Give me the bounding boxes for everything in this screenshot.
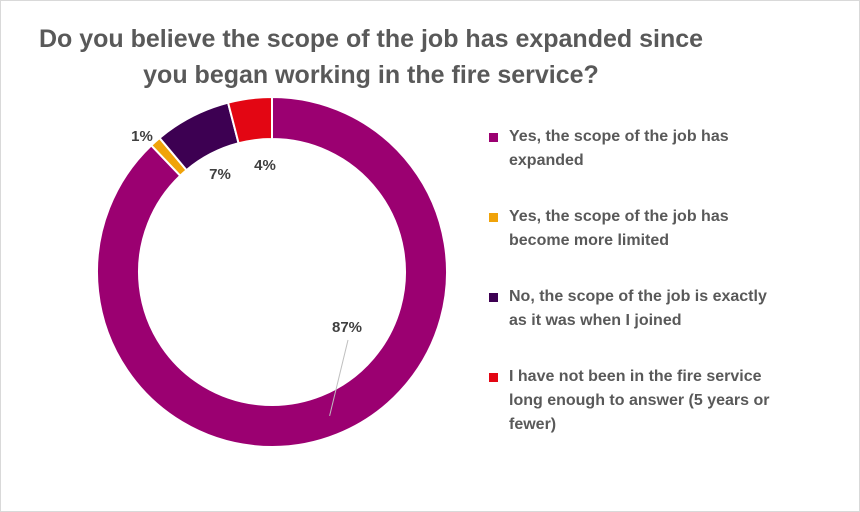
legend-swatch-not-long-enough xyxy=(489,373,498,382)
legend-swatch-more-limited xyxy=(489,213,498,222)
data-label-more-limited: 1% xyxy=(131,128,153,145)
legend-item-not-long-enough: I have not been in the fire service long… xyxy=(489,365,789,437)
data-label-unchanged: 7% xyxy=(209,166,231,183)
legend-swatch-expanded xyxy=(489,133,498,142)
leader-line-expanded xyxy=(329,339,349,417)
legend-swatch-unchanged xyxy=(489,293,498,302)
donut-slice-expanded xyxy=(96,95,448,448)
chart-title: Do you believe the scope of the job has … xyxy=(38,25,704,89)
chart-legend: Yes, the scope of the job has expanded Y… xyxy=(489,125,789,469)
legend-label-more-limited: Yes, the scope of the job has become mor… xyxy=(509,208,729,249)
legend-item-more-limited: Yes, the scope of the job has become mor… xyxy=(489,205,789,253)
legend-item-unchanged: No, the scope of the job is exactly as i… xyxy=(489,285,789,333)
legend-label-not-long-enough: I have not been in the fire service long… xyxy=(509,368,770,433)
donut-slice-not-long-enough xyxy=(226,95,273,145)
legend-label-expanded: Yes, the scope of the job has expanded xyxy=(509,128,729,169)
data-label-not-long-enough: 4% xyxy=(254,157,276,174)
legend-label-unchanged: No, the scope of the job is exactly as i… xyxy=(509,288,767,329)
legend-item-expanded: Yes, the scope of the job has expanded xyxy=(489,125,789,173)
data-label-expanded: 87% xyxy=(332,319,362,336)
